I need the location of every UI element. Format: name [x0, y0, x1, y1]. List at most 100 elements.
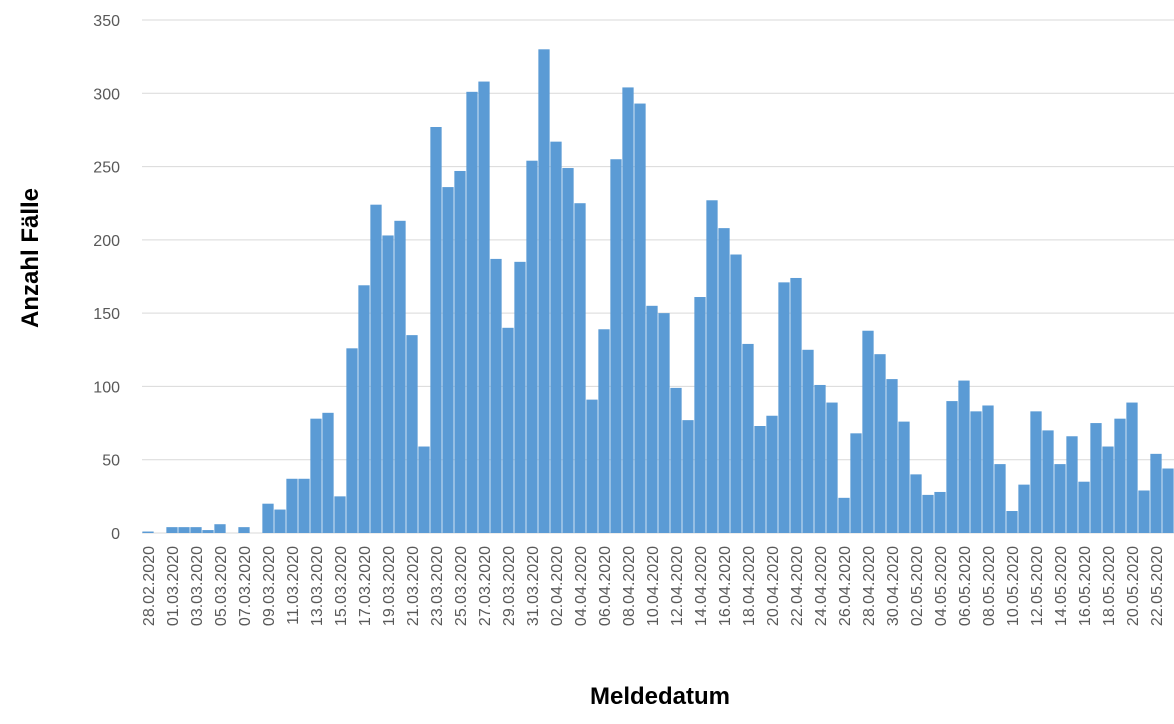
- x-tick-label: 31.03.2020: [525, 546, 542, 626]
- bar-11.03.2020: [286, 478, 298, 533]
- bar-23.05.2020: [1162, 468, 1174, 533]
- y-tick-label: 300: [93, 86, 120, 103]
- x-tick-label: 18.05.2020: [1101, 546, 1118, 626]
- x-tick-label: 20.04.2020: [765, 546, 782, 626]
- bar-20.03.2020: [394, 220, 406, 534]
- bar-21.05.2020: [1138, 490, 1150, 533]
- x-tick-label: 02.04.2020: [549, 546, 566, 626]
- bar-15.03.2020: [334, 496, 346, 533]
- bar-18.03.2020: [370, 204, 382, 533]
- bar-03.04.2020: [562, 168, 574, 534]
- x-tick-label: 27.03.2020: [477, 546, 494, 626]
- bar-29.03.2020: [502, 327, 514, 533]
- bar-05.03.2020: [214, 524, 226, 533]
- x-tick-label: 06.04.2020: [597, 546, 614, 626]
- bar-02.03.2020: [178, 527, 190, 533]
- x-tick-label: 09.03.2020: [261, 546, 278, 626]
- x-tick-label: 23.03.2020: [429, 546, 446, 626]
- bar-12.04.2020: [670, 387, 682, 533]
- bar-17.05.2020: [1090, 423, 1102, 533]
- x-tick-label: 19.03.2020: [381, 546, 398, 626]
- gridlines: [142, 19, 1174, 534]
- bar-07.05.2020: [970, 411, 982, 533]
- bar-22.04.2020: [790, 277, 802, 533]
- bar-17.04.2020: [730, 254, 742, 533]
- bar-20.04.2020: [766, 415, 778, 533]
- y-axis-ticks: 0 50 100 150 200 250 300 350: [93, 13, 120, 543]
- bar-22.05.2020: [1150, 453, 1162, 533]
- bar-30.04.2020: [886, 379, 898, 533]
- bar-12.03.2020: [298, 478, 310, 533]
- bar-31.03.2020: [526, 160, 538, 533]
- x-tick-label: 14.04.2020: [693, 546, 710, 626]
- bar-12.05.2020: [1030, 411, 1042, 533]
- bar-16.05.2020: [1078, 481, 1090, 533]
- bar-04.03.2020: [202, 530, 214, 533]
- bar-16.03.2020: [346, 348, 358, 533]
- bar-08.04.2020: [622, 87, 634, 534]
- x-axis-ticks: 28.02.2020 01.03.2020 03.03.2020 05.03.2020…: [141, 546, 1166, 626]
- bar-08.05.2020: [982, 405, 994, 533]
- bar-09.05.2020: [994, 464, 1006, 533]
- bar-13.04.2020: [682, 420, 694, 533]
- bar-06.05.2020: [958, 380, 970, 533]
- bar-21.03.2020: [406, 335, 418, 533]
- bar-03.03.2020: [190, 527, 202, 533]
- y-tick-label: 250: [93, 160, 120, 177]
- bar-26.03.2020: [466, 91, 478, 533]
- x-tick-label: 20.05.2020: [1125, 546, 1142, 626]
- bar-26.04.2020: [838, 497, 850, 533]
- x-tick-label: 18.04.2020: [741, 546, 758, 626]
- x-tick-label: 28.02.2020: [141, 546, 158, 626]
- x-tick-label: 11.03.2020: [285, 546, 302, 625]
- x-tick-label: 04.04.2020: [573, 546, 590, 626]
- y-tick-label: 100: [93, 379, 120, 396]
- bar-15.05.2020: [1066, 436, 1078, 533]
- bar-18.04.2020: [742, 343, 754, 533]
- x-tick-label: 03.03.2020: [189, 546, 206, 626]
- x-tick-label: 25.03.2020: [453, 546, 470, 626]
- bar-14.03.2020: [322, 412, 334, 533]
- x-tick-label: 07.03.2020: [237, 546, 254, 626]
- bar-23.03.2020: [430, 127, 442, 533]
- bar-14.04.2020: [694, 297, 706, 533]
- bar-04.04.2020: [574, 203, 586, 533]
- y-tick-label: 350: [93, 13, 120, 30]
- x-tick-label: 12.05.2020: [1029, 546, 1046, 626]
- bars: [142, 49, 1174, 534]
- y-tick-label: 0: [111, 526, 120, 543]
- bar-13.03.2020: [310, 418, 322, 533]
- bar-01.04.2020: [538, 49, 550, 534]
- x-tick-label: 08.04.2020: [621, 546, 638, 626]
- x-tick-label: 30.04.2020: [885, 546, 902, 626]
- bar-27.04.2020: [850, 433, 862, 533]
- x-tick-label: 17.03.2020: [357, 546, 374, 626]
- bar-02.04.2020: [550, 141, 562, 533]
- bar-06.04.2020: [598, 329, 610, 533]
- bar-18.05.2020: [1102, 446, 1114, 533]
- y-tick-label: 200: [93, 233, 120, 250]
- bar-17.03.2020: [358, 285, 370, 533]
- bar-28.03.2020: [490, 258, 502, 533]
- bar-30.03.2020: [514, 261, 526, 533]
- x-tick-label: 28.04.2020: [861, 546, 878, 626]
- x-tick-label: 04.05.2020: [933, 546, 950, 626]
- x-tick-label: 22.05.2020: [1149, 546, 1166, 626]
- x-tick-label: 21.03.2020: [405, 546, 422, 626]
- bar-14.05.2020: [1054, 464, 1066, 533]
- bar-07.03.2020: [238, 527, 250, 533]
- x-tick-label: 12.04.2020: [669, 546, 686, 626]
- bar-02.05.2020: [910, 474, 922, 533]
- y-tick-label: 150: [93, 306, 120, 323]
- x-tick-label: 10.04.2020: [645, 546, 662, 626]
- x-tick-label: 22.04.2020: [789, 546, 806, 626]
- y-tick-label: 50: [102, 453, 120, 470]
- bar-11.05.2020: [1018, 484, 1030, 533]
- x-tick-label: 10.05.2020: [1005, 546, 1022, 626]
- bar-05.04.2020: [586, 399, 598, 533]
- x-tick-label: 08.05.2020: [981, 546, 998, 626]
- bar-04.05.2020: [934, 491, 946, 533]
- bar-29.04.2020: [874, 354, 886, 533]
- bar-09.04.2020: [634, 103, 646, 534]
